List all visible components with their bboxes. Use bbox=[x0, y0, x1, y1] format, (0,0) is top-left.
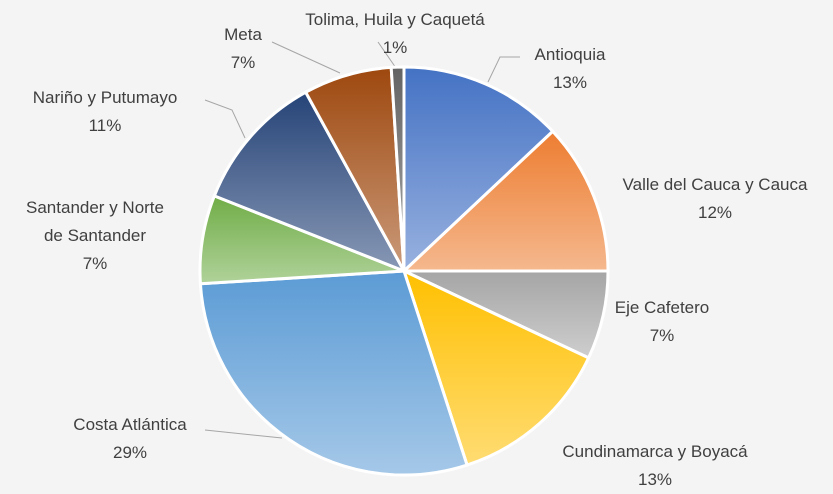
slice-percent: 29% bbox=[112, 443, 148, 462]
leader-line bbox=[377, 41, 397, 69]
data-label: Meta 7% bbox=[224, 21, 262, 77]
slice-percent: 13% bbox=[637, 470, 673, 489]
slice-name: Antioquia bbox=[534, 45, 606, 64]
slice-name: Valle del Cauca y Cauca bbox=[622, 175, 808, 194]
slice-percent: 7% bbox=[82, 254, 108, 273]
slice-name: Nariño y Putumayo bbox=[32, 88, 178, 107]
data-label: Santander y Norte de Santander 7% bbox=[15, 194, 175, 278]
slice-percent: 12% bbox=[697, 203, 733, 222]
leader-line bbox=[204, 99, 246, 139]
slice-name: Eje Cafetero bbox=[614, 298, 710, 317]
data-label: Costa Atlántica 29% bbox=[73, 411, 186, 467]
leader-line bbox=[487, 56, 520, 83]
pie-slice bbox=[402, 129, 610, 273]
data-label: Nariño y Putumayo 11% bbox=[33, 84, 178, 140]
pie-slice bbox=[389, 65, 406, 273]
slice-name: Santander y Norte de Santander bbox=[26, 198, 164, 245]
data-label: Antioquia 13% bbox=[535, 41, 606, 97]
pie-slice bbox=[212, 90, 406, 273]
slice-percent: 7% bbox=[649, 326, 675, 345]
slice-percent: 1% bbox=[382, 38, 408, 57]
slice-name: Meta bbox=[224, 25, 262, 44]
pie-slice bbox=[402, 269, 591, 467]
data-label: Tolima, Huila y Caquetá 1% bbox=[305, 6, 485, 62]
leader-line bbox=[271, 41, 341, 74]
slice-percent: 7% bbox=[230, 53, 256, 72]
slice-name: Tolima, Huila y Caquetá bbox=[305, 10, 485, 29]
slice-name: Cundinamarca y Boyacá bbox=[562, 442, 748, 461]
slice-percent: 13% bbox=[552, 73, 588, 92]
data-label: Cundinamarca y Boyacá 13% bbox=[562, 438, 747, 494]
pie-slice bbox=[198, 269, 469, 477]
data-label: Valle del Cauca y Cauca 12% bbox=[623, 171, 808, 227]
leader-line bbox=[204, 429, 283, 439]
pie-slice bbox=[402, 65, 555, 273]
slice-name: Costa Atlántica bbox=[73, 415, 187, 434]
data-label: Eje Cafetero 7% bbox=[615, 294, 710, 350]
slice-percent: 11% bbox=[88, 116, 122, 135]
